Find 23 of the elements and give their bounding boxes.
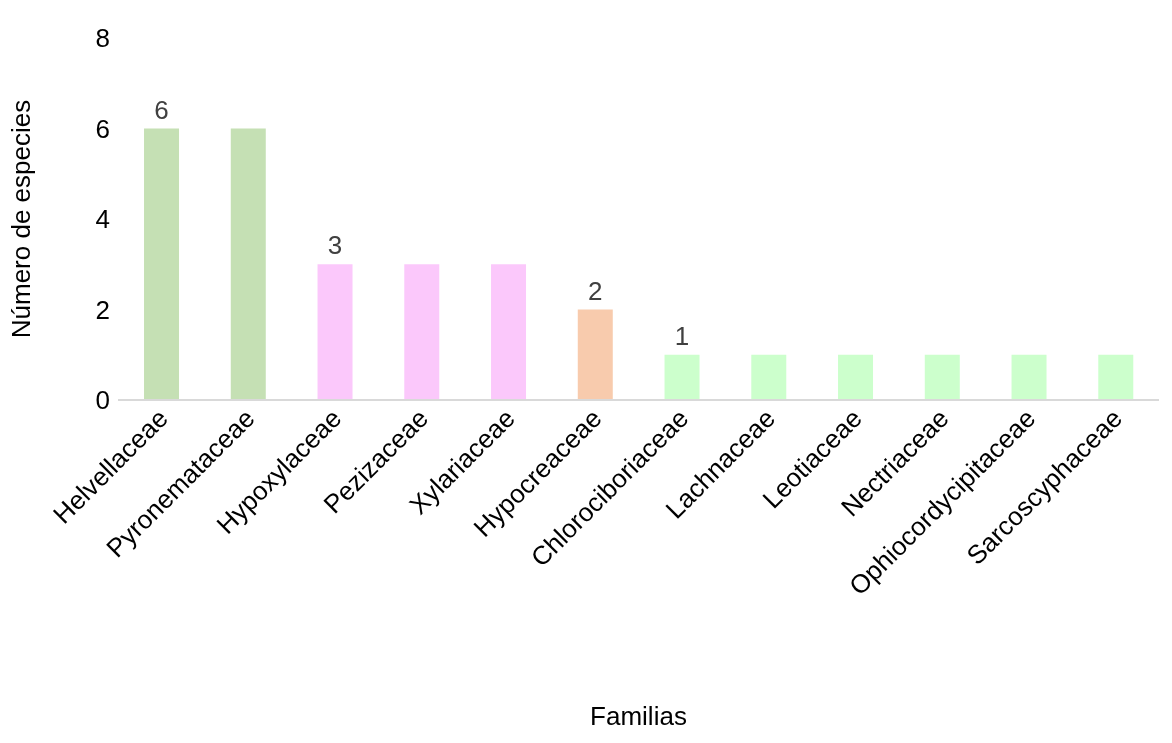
bar — [1098, 354, 1134, 400]
bar — [751, 354, 787, 400]
bar — [924, 354, 960, 400]
bar — [317, 264, 353, 400]
bar — [838, 354, 874, 400]
y-tick-label: 6 — [95, 113, 110, 144]
bar — [1011, 354, 1047, 400]
y-tick-label: 8 — [95, 23, 110, 54]
bar — [230, 128, 266, 400]
bar — [491, 264, 527, 400]
bar — [404, 264, 440, 400]
data-label: 1 — [674, 320, 690, 351]
y-tick-label: 4 — [95, 204, 110, 235]
x-axis-title: Familias — [590, 701, 687, 731]
y-axis-title: Número de especies — [6, 99, 37, 339]
data-label: 2 — [588, 275, 603, 306]
y-tick-label: 0 — [95, 385, 110, 416]
data-label: 6 — [154, 94, 169, 125]
bar — [577, 309, 613, 400]
bar — [664, 354, 700, 400]
y-tick-label: 2 — [95, 294, 110, 325]
bar — [144, 128, 180, 400]
data-label: 3 — [327, 230, 343, 261]
